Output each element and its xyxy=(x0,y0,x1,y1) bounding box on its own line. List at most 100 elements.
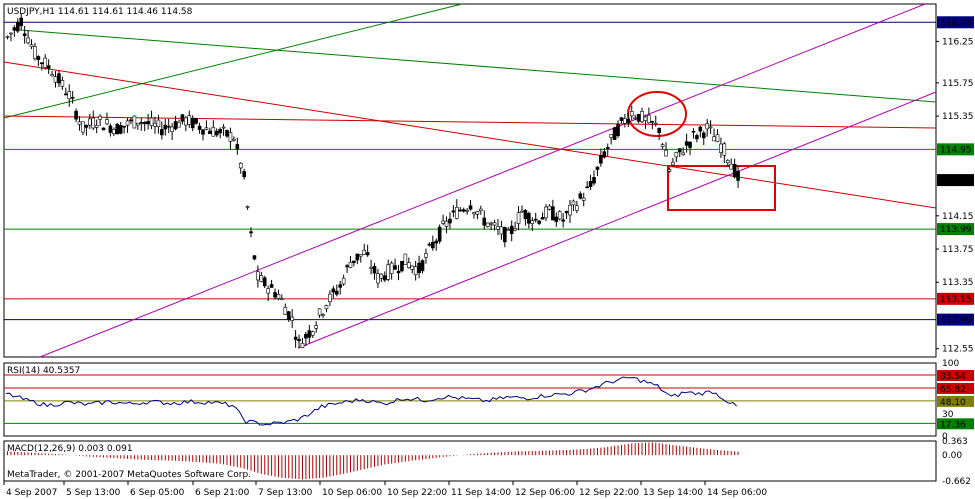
candle-body xyxy=(201,129,205,135)
candle-body xyxy=(599,155,603,164)
candle-body xyxy=(437,226,442,242)
candle-body xyxy=(184,117,188,126)
candle-body xyxy=(235,144,240,150)
candle-body xyxy=(465,210,469,212)
time-tick-label: 10 Sep 06:00 xyxy=(322,488,382,498)
candle-body xyxy=(650,120,655,123)
red-horizontal-ray xyxy=(3,115,937,129)
candle-body xyxy=(84,124,89,128)
candle-body xyxy=(112,129,116,135)
candle-body xyxy=(170,126,174,133)
candle-body xyxy=(413,266,418,276)
rsi-level-label: 17.36 xyxy=(940,420,966,430)
candle-body xyxy=(118,125,123,134)
candle-body xyxy=(451,210,456,213)
candle-body xyxy=(67,91,72,100)
candle-body xyxy=(365,252,370,256)
candle-body xyxy=(173,121,178,130)
level-price-label: 114.95 xyxy=(940,145,972,155)
candle-body xyxy=(324,305,329,310)
candle-body xyxy=(671,161,675,166)
price-title: USDJPY,H1 114.61 114.61 114.46 114.58 xyxy=(7,7,193,17)
candle-body xyxy=(105,119,109,125)
candle-body xyxy=(475,211,480,215)
candle-body xyxy=(166,125,171,128)
candle-body xyxy=(602,151,607,158)
rsi-axis: 100 30 0 83.54 65.82 48.10 17.36 xyxy=(937,359,974,442)
candle-body xyxy=(588,181,593,187)
candle-body xyxy=(245,206,250,208)
candle-body xyxy=(393,265,397,270)
candle-body xyxy=(441,220,445,224)
candle-body xyxy=(472,212,476,215)
candle-body xyxy=(352,260,356,263)
candle-body xyxy=(674,152,679,158)
candle-body xyxy=(492,222,497,226)
candle-body xyxy=(218,128,222,134)
rsi-level-box xyxy=(937,418,974,430)
candle-body xyxy=(33,46,37,60)
macd-tick-label: 0.363 xyxy=(942,437,968,447)
candle-body xyxy=(448,218,452,224)
candle-body xyxy=(214,130,219,136)
candle-body xyxy=(695,135,699,140)
candle-body xyxy=(328,293,332,302)
candles xyxy=(5,13,740,349)
candle-body xyxy=(420,260,425,272)
candle-body xyxy=(348,261,353,268)
candle-body xyxy=(554,216,559,222)
rsi-tick-label: 30 xyxy=(942,410,954,420)
candle-body xyxy=(520,210,524,213)
rsi-level-label: 48.10 xyxy=(940,398,966,408)
candle-body xyxy=(389,262,394,274)
candle-body xyxy=(153,122,157,127)
candle-body xyxy=(262,277,267,287)
rsi-level-box xyxy=(937,370,974,382)
candle-body xyxy=(581,197,586,201)
level-price-label: 113.99 xyxy=(940,225,972,235)
candle-body xyxy=(396,270,401,274)
level-price-box xyxy=(937,292,974,305)
candle-body xyxy=(427,243,432,246)
time-tick-label: 6 Sep 05:00 xyxy=(130,488,185,498)
candle-body xyxy=(15,22,20,32)
candle-body xyxy=(310,331,315,336)
candle-body xyxy=(458,209,463,212)
candle-body xyxy=(564,211,569,214)
time-tick-label: 14 Sep 06:00 xyxy=(707,488,767,498)
candle-body xyxy=(293,336,298,340)
candle-body xyxy=(434,240,439,244)
candle-body xyxy=(653,122,658,125)
price-tick-label: 112.55 xyxy=(942,345,974,355)
price-tick-label: 115.75 xyxy=(942,79,974,89)
candle-body xyxy=(60,80,65,87)
time-tick-label: 13 Sep 14:00 xyxy=(643,488,703,498)
candle-body xyxy=(626,119,631,124)
candle-body xyxy=(592,177,596,184)
candle-body xyxy=(50,74,54,77)
candle-body xyxy=(273,292,277,298)
candle-body xyxy=(509,225,514,234)
candle-body xyxy=(619,117,624,121)
candle-body xyxy=(537,220,541,224)
candle-body xyxy=(142,121,147,125)
candle-body xyxy=(362,249,367,255)
candle-body xyxy=(156,119,161,128)
candle-body xyxy=(256,271,260,281)
candle-body xyxy=(571,200,576,206)
candle-body xyxy=(98,115,102,120)
candle-body xyxy=(736,170,740,181)
macd-axis: 0.363 0.00 -0.662 xyxy=(942,437,971,487)
candle-body xyxy=(180,114,185,122)
candle-body xyxy=(612,127,617,140)
level-price-label: 113.15 xyxy=(940,295,972,305)
price-panel xyxy=(3,3,937,358)
candle-body xyxy=(609,134,613,138)
price-axis: 116.25 115.75 115.35 114.15 113.75 113.35 112.… xyxy=(936,16,974,355)
current-price-label: 114.58 xyxy=(940,176,972,186)
candle-body xyxy=(629,111,634,117)
candle-body xyxy=(194,118,198,124)
current-price-box xyxy=(937,174,974,187)
candle-body xyxy=(355,253,360,261)
